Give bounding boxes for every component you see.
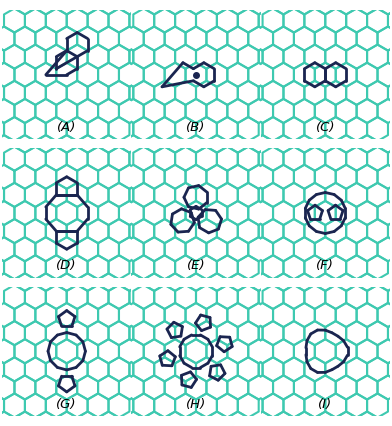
Text: (C): (C) xyxy=(316,121,335,134)
Text: (H): (H) xyxy=(186,398,206,411)
Text: (E): (E) xyxy=(187,259,205,273)
Text: (F): (F) xyxy=(316,259,334,273)
Text: (G): (G) xyxy=(56,398,77,411)
Text: (B): (B) xyxy=(186,121,206,134)
Text: (I): (I) xyxy=(318,398,332,411)
Text: (A): (A) xyxy=(57,121,76,134)
Text: (D): (D) xyxy=(56,259,77,273)
